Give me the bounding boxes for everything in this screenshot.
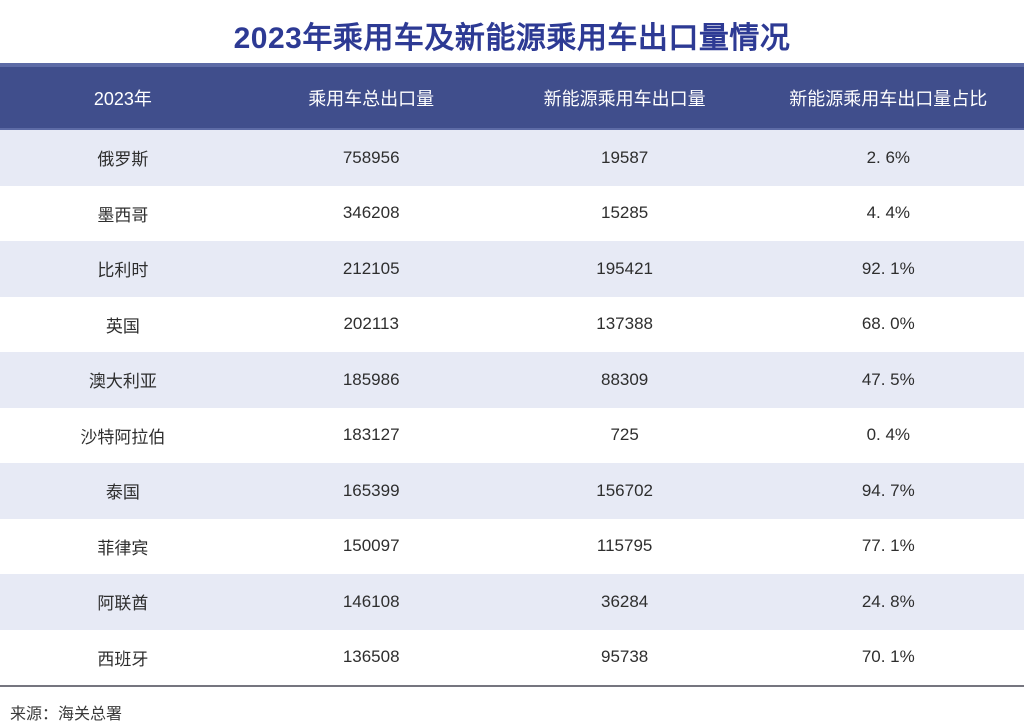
nev-share-cell: 0. 4% [866,425,911,445]
country-cell: 西班牙 [97,649,149,669]
nev-share-cell: 92. 1% [861,258,915,278]
nev-share-cell: 77. 1% [861,536,915,556]
total-export-cell: 183127 [342,425,400,445]
country-cell: 澳大利亚 [88,372,157,392]
total-export-cell: 346208 [342,203,400,223]
table-row: 比利时 212105 195421 92. 1% [0,241,1024,297]
table-bottom-rule [0,685,1024,687]
total-export-cell: 146108 [342,591,400,611]
total-export-cell: 212105 [342,258,400,278]
nev-export-cell: 36284 [600,591,649,611]
table-row: 泰国 165399 156702 94. 7% [0,463,1024,519]
page-title: 2023年乘用车及新能源乘用车出口量情况 [233,22,791,55]
country-cell: 沙特阿拉伯 [80,427,166,447]
nev-share-cell: 47. 5% [861,369,915,389]
table-row: 英国 202113 137388 68. 0% [0,296,1024,352]
header-total-export: 乘用车总出口量 [308,88,435,109]
country-cell: 英国 [105,316,140,336]
nev-export-cell: 725 [610,425,639,445]
header-nev-export: 新能源乘用车出口量 [543,88,706,109]
nev-share-cell: 24. 8% [861,591,915,611]
nev-share-cell: 4. 4% [866,203,911,223]
nev-share-cell: 68. 0% [861,314,915,334]
table-row: 墨西哥 346208 15285 4. 4% [0,185,1024,241]
nev-export-cell: 137388 [596,314,653,334]
table-row: 阿联酋 146108 36284 24. 8% [0,574,1024,630]
country-cell: 比利时 [97,261,149,281]
total-export-cell: 150097 [342,536,400,556]
nev-export-cell: 95738 [600,647,649,667]
total-export-cell: 165399 [342,480,400,500]
table-row: 俄罗斯 758956 19587 2. 6% [0,130,1024,186]
nev-share-cell: 94. 7% [861,480,915,500]
header-year: 2023年 [93,88,152,109]
table-row: 澳大利亚 185986 88309 47. 5% [0,352,1024,408]
export-table: 2023年 乘用车总出口量 新能源乘用车出口量 新能源乘用车出口量占比 俄罗斯 … [0,63,1024,685]
total-export-cell: 185986 [342,369,400,389]
country-cell: 俄罗斯 [97,150,149,170]
nev-share-cell: 2. 6% [866,147,911,167]
country-cell: 泰国 [105,483,140,503]
nev-share-cell: 70. 1% [861,647,915,667]
country-cell: 菲律宾 [97,538,149,558]
table-row: 西班牙 136508 95738 70. 1% [0,629,1024,685]
nev-export-cell: 195421 [596,258,653,278]
nev-export-cell: 15285 [600,203,649,223]
nev-export-cell: 88309 [600,369,649,389]
header-nev-share: 新能源乘用车出口量占比 [789,88,988,109]
total-export-cell: 136508 [342,647,400,667]
table-row: 沙特阿拉伯 183127 725 0. 4% [0,407,1024,463]
table-row: 菲律宾 150097 115795 77. 1% [0,518,1024,574]
country-cell: 阿联酋 [97,594,149,614]
nev-export-cell: 115795 [596,536,653,556]
country-cell: 墨西哥 [97,205,149,225]
total-export-cell: 202113 [343,314,399,334]
source-note: 来源：海关总署 [10,706,123,723]
total-export-cell: 758956 [342,147,400,167]
nev-export-cell: 156702 [596,480,653,500]
table-header-row: 2023年 乘用车总出口量 新能源乘用车出口量 新能源乘用车出口量占比 [0,63,1024,130]
nev-export-cell: 19587 [600,147,649,167]
